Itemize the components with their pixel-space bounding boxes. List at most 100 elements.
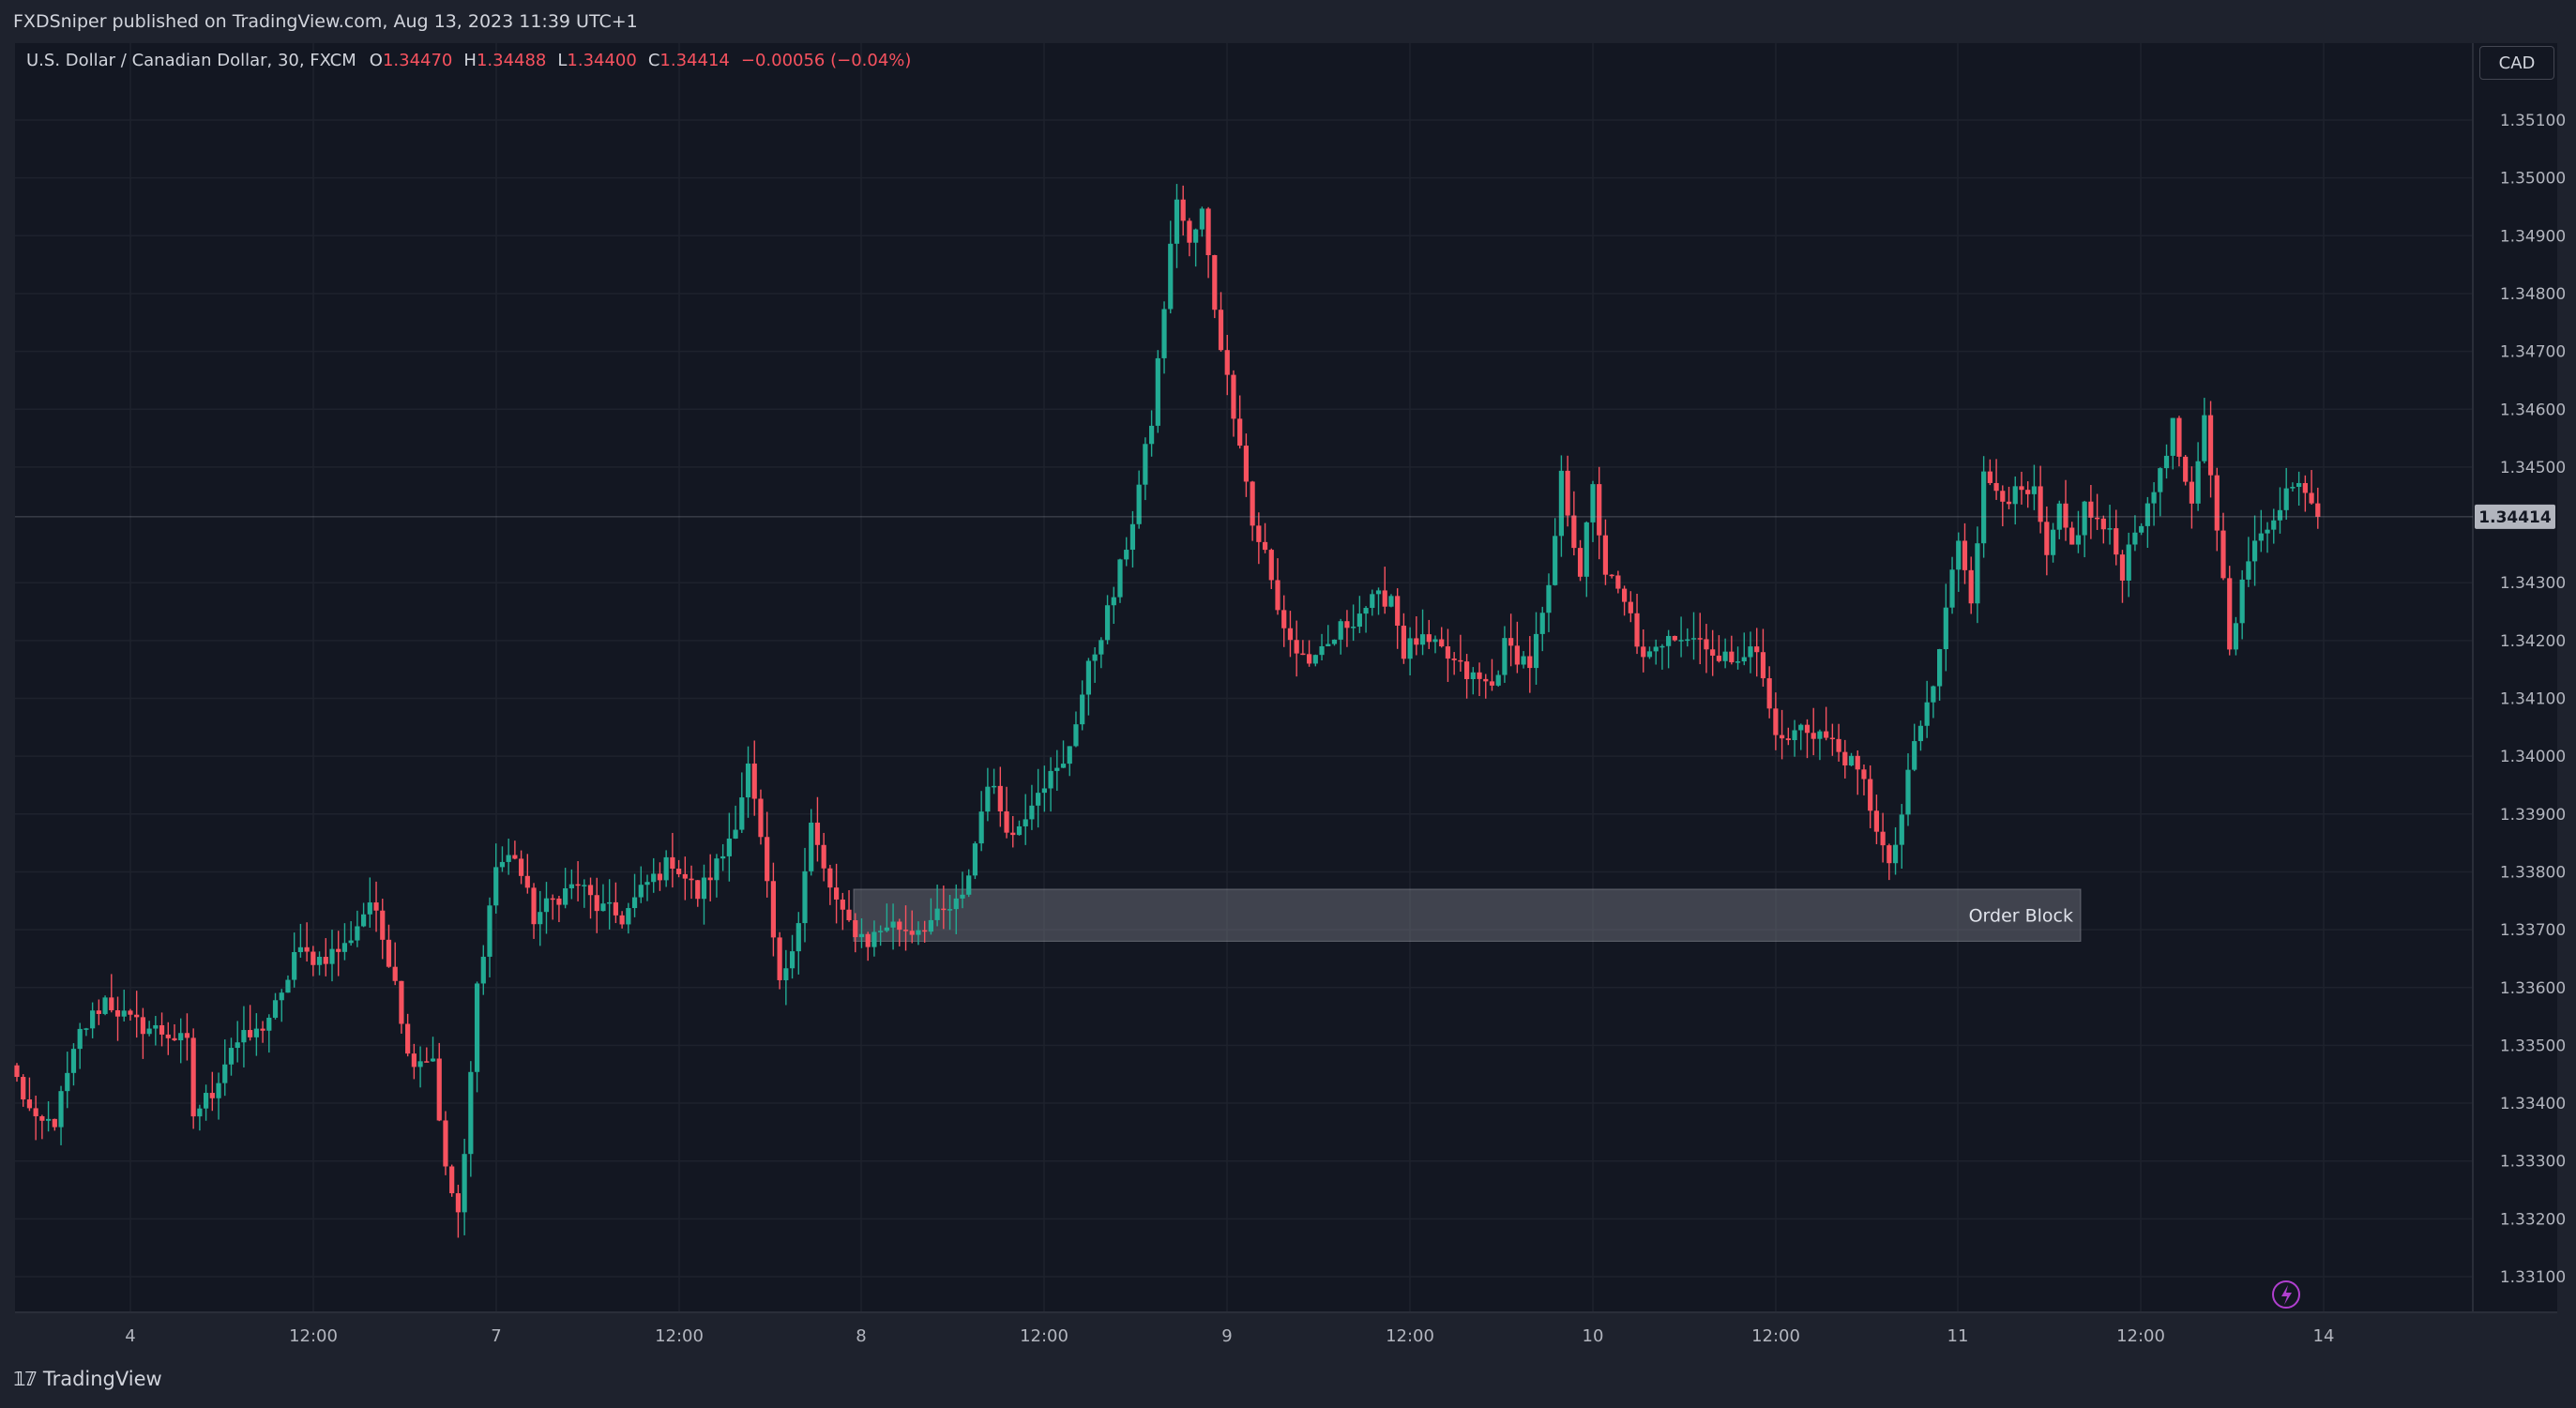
candle-body bbox=[235, 1042, 240, 1049]
candle-body bbox=[1785, 738, 1791, 741]
candle-body bbox=[1905, 769, 1911, 815]
candle-body bbox=[297, 946, 303, 952]
candle-body bbox=[1036, 793, 1041, 806]
y-tick-label: 1.34200 bbox=[2500, 632, 2566, 651]
candle-body bbox=[2088, 501, 2094, 518]
candle-body bbox=[493, 867, 499, 906]
candle-body bbox=[1678, 640, 1684, 642]
candle-body bbox=[1414, 638, 1419, 645]
candle-body bbox=[1685, 639, 1690, 642]
candle-body bbox=[1010, 832, 1016, 836]
axes: 1.35100 1.35000 1.34900 1.34800 1.34700 1.346… bbox=[15, 43, 2566, 1346]
publisher-info: FXDSniper published on TradingView.com, … bbox=[13, 11, 638, 32]
candle-body bbox=[909, 931, 915, 935]
currency-button[interactable]: CAD bbox=[2479, 46, 2554, 80]
y-tick-label: 1.33600 bbox=[2500, 979, 2566, 998]
candle-body bbox=[582, 885, 587, 886]
candle-body bbox=[871, 931, 877, 947]
x-tick-label: 14 bbox=[2313, 1326, 2335, 1346]
candle-body bbox=[1143, 444, 1148, 485]
candle-body bbox=[2006, 501, 2012, 505]
candle-body bbox=[96, 1010, 101, 1014]
candle-body bbox=[2000, 491, 2006, 502]
y-tick-label: 1.34300 bbox=[2500, 574, 2566, 593]
candle-body bbox=[638, 885, 644, 898]
candle-body bbox=[1659, 645, 1665, 648]
candle-body bbox=[1275, 580, 1280, 611]
candle-body bbox=[997, 785, 1003, 811]
candle-body bbox=[2220, 530, 2226, 579]
candle-body bbox=[733, 829, 738, 839]
lightning-bolt bbox=[2281, 1285, 2292, 1305]
candle-body bbox=[1956, 540, 1962, 570]
candle-body bbox=[1174, 199, 1180, 244]
candle-body bbox=[165, 1034, 171, 1038]
candle-body bbox=[1968, 569, 1974, 604]
close-value: 1.34414 bbox=[659, 51, 730, 70]
candle-body bbox=[978, 811, 984, 844]
candle-body bbox=[1924, 702, 1930, 726]
candle-body bbox=[1792, 730, 1797, 741]
candle-body bbox=[1546, 584, 1552, 613]
candle-body bbox=[204, 1093, 209, 1109]
candle-body bbox=[1502, 638, 1508, 675]
candle-body bbox=[1205, 208, 1211, 255]
candle-body bbox=[1811, 733, 1816, 739]
candle-body bbox=[626, 908, 631, 925]
candle-body bbox=[1798, 724, 1804, 731]
candle-body bbox=[1218, 310, 1224, 351]
candle-body bbox=[1326, 643, 1331, 646]
y-tick-label: 1.33400 bbox=[2500, 1095, 2566, 1113]
candle-body bbox=[1899, 814, 1904, 845]
candle-body bbox=[543, 898, 550, 913]
candle-body bbox=[1729, 651, 1735, 663]
low-label: L bbox=[557, 51, 568, 70]
candle-body bbox=[248, 1030, 253, 1037]
high-value: 1.34488 bbox=[476, 51, 547, 70]
candle-body bbox=[1829, 737, 1835, 740]
candle-body bbox=[2050, 529, 2056, 555]
candle-body bbox=[1949, 569, 1955, 608]
candle-body bbox=[2302, 482, 2308, 493]
candle-body bbox=[2038, 486, 2043, 522]
candle-body bbox=[1912, 741, 1917, 770]
candle-body bbox=[1375, 590, 1382, 595]
candle-body bbox=[2214, 475, 2220, 531]
candle-body bbox=[1149, 425, 1155, 445]
candle-body bbox=[436, 1058, 442, 1121]
y-tick-label: 1.34100 bbox=[2500, 690, 2566, 709]
y-tick-label: 1.33800 bbox=[2500, 863, 2566, 882]
candle-body bbox=[455, 1193, 461, 1213]
candle-body bbox=[1363, 608, 1369, 614]
candle-body bbox=[361, 914, 367, 927]
candle-body bbox=[1231, 374, 1236, 419]
tradingview-logo[interactable]: 𝟙𝟟 TradingView bbox=[13, 1368, 162, 1390]
candle-body bbox=[689, 878, 694, 881]
candle-body bbox=[2296, 482, 2302, 488]
candle-body bbox=[1641, 646, 1646, 658]
candle-body bbox=[644, 882, 650, 886]
candle-body bbox=[2100, 518, 2106, 530]
candle-body bbox=[1111, 597, 1116, 606]
candle-body bbox=[1489, 681, 1495, 686]
candle-body bbox=[172, 1037, 177, 1041]
candle-body bbox=[2151, 492, 2157, 504]
brand-name: TradingView bbox=[42, 1367, 162, 1390]
candle-body bbox=[2315, 503, 2321, 517]
candle-body bbox=[1016, 825, 1023, 836]
candle-body bbox=[1760, 652, 1766, 679]
candle-body bbox=[1824, 731, 1829, 738]
candle-body bbox=[2144, 503, 2150, 526]
candle-body bbox=[1748, 646, 1753, 658]
symbol-title[interactable]: U.S. Dollar / Canadian Dollar, 30, FXCM bbox=[26, 51, 356, 70]
x-tick-label: 12:00 bbox=[655, 1326, 704, 1346]
candle-body bbox=[134, 1014, 140, 1018]
candle-body bbox=[960, 894, 965, 899]
candle-body bbox=[1615, 575, 1621, 589]
candle-body bbox=[367, 902, 372, 915]
candle-body bbox=[600, 903, 606, 912]
last-price-badge bbox=[2475, 504, 2555, 529]
candle-body bbox=[663, 856, 669, 881]
lightning-icon bbox=[2272, 1280, 2300, 1309]
